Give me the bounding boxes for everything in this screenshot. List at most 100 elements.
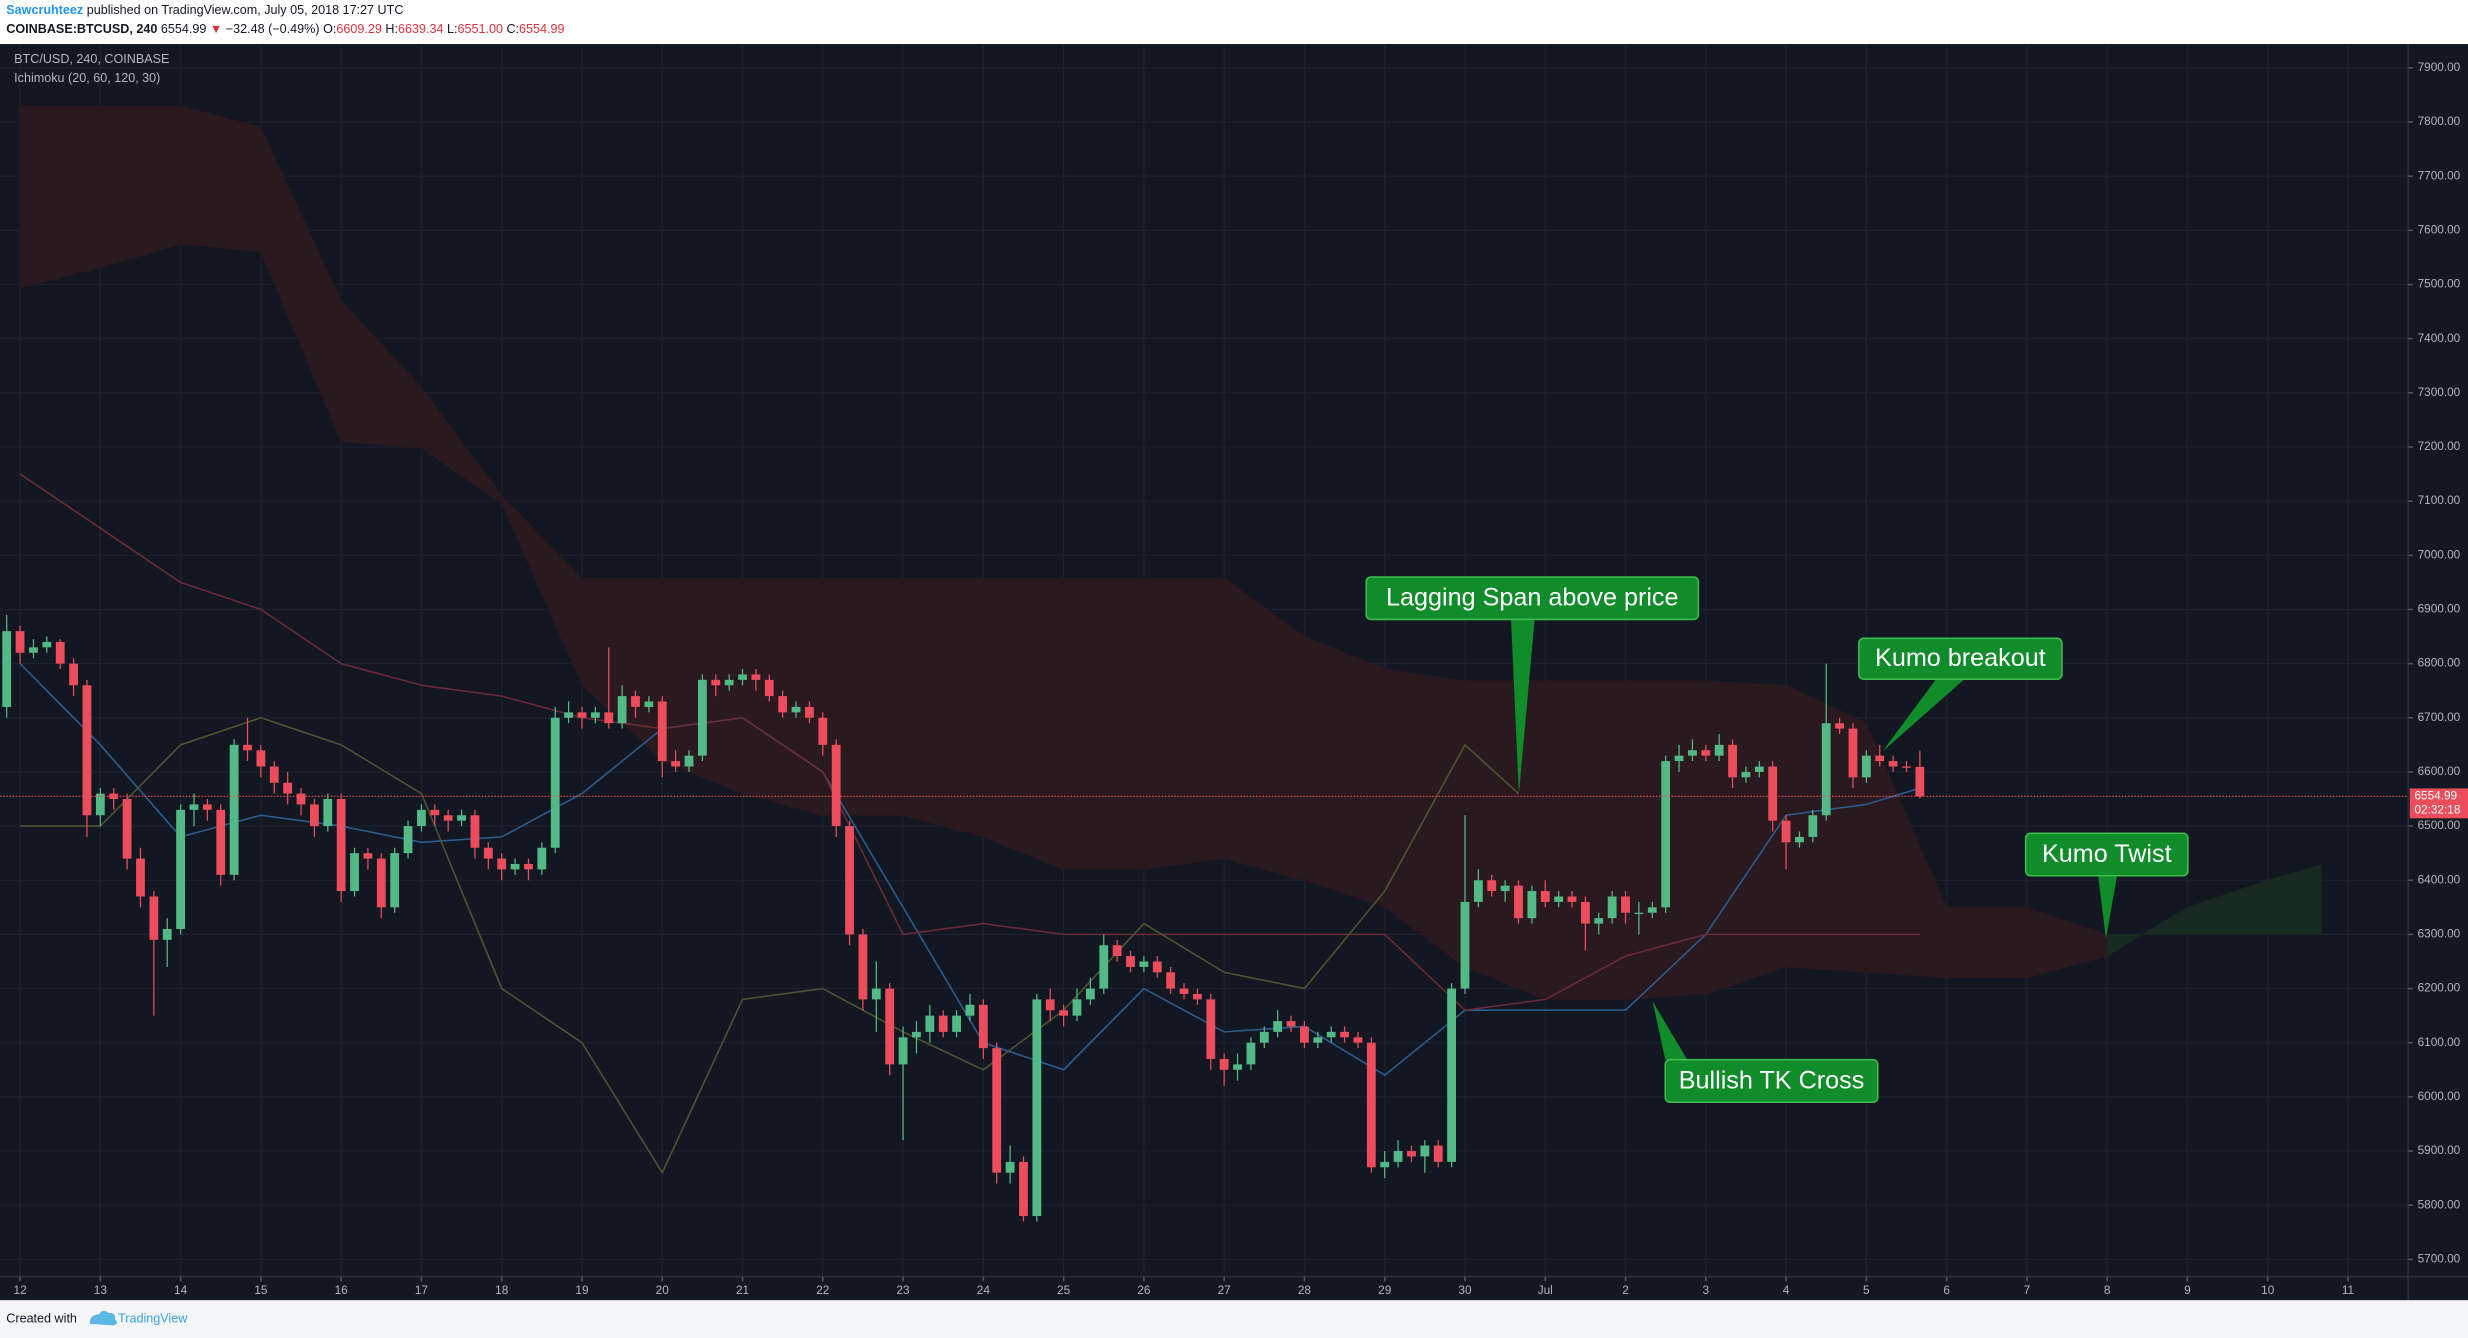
- candle-body: [176, 809, 186, 929]
- cloud-segment: [1143, 578, 1225, 870]
- candle-body: [1460, 901, 1470, 989]
- candle-body: [42, 641, 52, 648]
- candle-body: [1848, 728, 1858, 778]
- x-tick-label: 30: [1458, 1284, 1472, 1297]
- candle-body: [1781, 820, 1791, 843]
- candle-body: [1768, 766, 1778, 821]
- candle-body: [564, 712, 574, 718]
- y-tick-label: 5700.00: [2418, 1252, 2461, 1265]
- callout: Lagging Span above price: [1365, 576, 1700, 794]
- candle-body: [671, 761, 681, 767]
- cloud-segment: [1705, 680, 1787, 995]
- callout: Kumo Twist: [2024, 832, 2189, 939]
- candle-body: [29, 647, 38, 653]
- candle-body: [1273, 1021, 1283, 1032]
- candle-body: [818, 717, 828, 745]
- candle-body: [1313, 1037, 1323, 1043]
- cloud-segment: [19, 105, 101, 289]
- y-tick-label: 7400.00: [2418, 332, 2461, 345]
- candle-body: [1674, 755, 1684, 762]
- candle-body: [1300, 1026, 1309, 1043]
- candle-body: [1514, 885, 1523, 919]
- x-tick-label: 7: [2024, 1284, 2031, 1297]
- candle-body: [1808, 815, 1818, 837]
- candle-body: [724, 679, 734, 686]
- x-tick-label: 14: [174, 1284, 188, 1297]
- brand[interactable]: TradingView: [118, 1311, 188, 1325]
- candle-body: [1527, 891, 1537, 919]
- c-label: C:: [506, 22, 519, 36]
- candle-body: [631, 696, 640, 707]
- candle-body: [604, 712, 614, 724]
- callout-pointer: [1511, 619, 1535, 794]
- candle-body: [751, 674, 761, 680]
- candle-body: [1902, 766, 1911, 768]
- candle-body: [470, 815, 480, 848]
- callout-box: [1858, 637, 2063, 681]
- x-tick-label: 4: [1783, 1284, 1790, 1297]
- candle-body: [309, 804, 319, 827]
- h-value: 6639.34: [398, 22, 443, 36]
- header-line: Sawcruhteez published on TradingView.com…: [6, 3, 403, 17]
- o-value: 6609.29: [336, 22, 381, 36]
- candle-body: [1099, 945, 1109, 989]
- axes: 5700.00 5800.00 5900.00 6000.00 6100.00 6200.…: [14, 61, 2468, 1297]
- arrow: ▼: [210, 22, 222, 36]
- author[interactable]: Sawcruhteez: [6, 3, 83, 17]
- candle-body: [497, 858, 507, 870]
- candle-body: [1326, 1031, 1336, 1038]
- symbol-line: COINBASE:BTCUSD, 240 6554.99 ▼ −32.48 (−…: [6, 22, 564, 36]
- y-tick-label: 7300.00: [2418, 386, 2461, 399]
- symbol: COINBASE:BTCUSD, 240: [6, 22, 157, 36]
- countdown: 02:32:18: [2414, 804, 2460, 817]
- cloud-segment: [99, 105, 182, 269]
- footer-bg: [0, 1300, 2468, 1338]
- candle-body: [1741, 771, 1751, 778]
- y-tick-label: 7900.00: [2418, 61, 2461, 74]
- candle-body: [1353, 1037, 1363, 1043]
- candle-body: [858, 934, 868, 1000]
- x-tick-label: 11: [2342, 1284, 2354, 1297]
- candle-body: [1380, 1161, 1390, 1168]
- y-tick-label: 6500.00: [2418, 819, 2461, 832]
- change: −32.48 (−0.49%): [226, 22, 320, 36]
- candle-body: [417, 809, 426, 827]
- candle-body: [1192, 993, 1202, 1000]
- x-tick-label: 18: [495, 1284, 509, 1297]
- x-tick-label: 25: [1057, 1284, 1071, 1297]
- x-tick-label: 26: [1137, 1284, 1151, 1297]
- candle-body: [1607, 896, 1617, 919]
- x-tick-label: 27: [1218, 1284, 1231, 1297]
- candle-body: [1487, 880, 1497, 892]
- candle-body: [2, 631, 12, 707]
- y-tick-label: 6600.00: [2418, 765, 2461, 778]
- x-tick-label: 28: [1298, 1284, 1312, 1297]
- callout-pointer: [2098, 875, 2118, 939]
- candle-body: [537, 847, 547, 870]
- candle-body: [1259, 1031, 1269, 1043]
- candle-body: [925, 1015, 935, 1032]
- candle-body: [1420, 1145, 1430, 1157]
- candle-body: [1139, 961, 1149, 967]
- candle-body: [831, 744, 841, 827]
- candle-body: [952, 1015, 961, 1032]
- candle-body: [430, 809, 440, 816]
- candle-body: [550, 717, 560, 848]
- candle-body: [95, 793, 105, 816]
- c-value: 6554.99: [519, 22, 564, 36]
- candle-body: [1821, 723, 1831, 816]
- x-tick-label: 24: [977, 1284, 991, 1297]
- callout-box: [1664, 1058, 1879, 1103]
- y-tick-label: 7600.00: [2418, 223, 2461, 236]
- candle-body: [443, 815, 453, 821]
- x-tick-label: 9: [2184, 1284, 2191, 1297]
- candle-body: [483, 847, 493, 859]
- x-tick-label: 8: [2104, 1284, 2111, 1297]
- candle-body: [617, 696, 627, 724]
- candle-body: [323, 798, 333, 827]
- candle-body: [1072, 999, 1082, 1016]
- candle-body: [871, 988, 881, 1000]
- candle-body: [1754, 766, 1764, 772]
